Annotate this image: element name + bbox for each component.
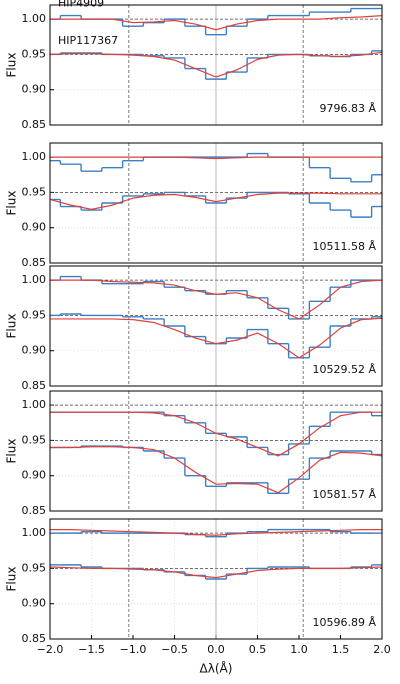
annotation: 10529.52 Å [312,363,376,376]
annotation: 10596.89 Å [312,616,376,629]
y-tick-label: 0.90 [22,83,47,96]
fit-line [49,192,382,210]
series-label: HIP117367 [58,34,118,47]
y-axis-label: Flux [5,314,19,339]
x-tick-label: −0.5 [161,643,188,656]
y-tick-label: 0.95 [22,561,47,574]
panel: 0.850.900.951.00HIP4909HIP117367Flux9796… [5,0,383,131]
plot-frame [49,390,383,512]
y-tick-label: 0.95 [22,433,47,446]
fit-line [50,317,383,359]
panel: 0.85 0.90 0.95 1.00 Flux 10581.57 Å [5,390,383,517]
fit-line [49,566,383,579]
y-tick-label: 0.95 [22,308,47,321]
annotation: 10581.57 Å [312,488,376,501]
y-axis-label: Flux [5,567,19,592]
plot-frame [49,4,383,126]
y-axis-label: Flux [5,439,19,464]
y-axis-label: Flux [5,191,19,216]
x-tick-label: 0.5 [249,643,267,656]
x-axis-label: Δλ(Å) [200,661,233,676]
plot-frame [49,142,383,264]
y-tick-label: 1.00 [22,273,47,286]
y-tick-label: 0.90 [22,597,47,610]
y-tick-label: 0.85 [22,379,47,392]
fit-line [50,14,383,31]
panel: 0.85 0.90 0.95 1.00 −2.0 −1.5 −1.0 −0.5 0.0 0.5 1.… [5,518,391,676]
y-tick-label: 0.90 [22,221,47,234]
panel: 0.85 0.90 0.95 1.00 Flux 10511.58 Å [5,142,383,269]
y-tick-label: 0.95 [22,47,47,60]
y-tick-label: 0.90 [22,344,47,357]
annotation: 10511.58 Å [312,240,376,253]
x-tick-label: 1.5 [332,643,350,656]
annotation: 9796.83 Å [319,102,376,115]
y-tick-label: 1.00 [22,526,47,539]
y-tick-label: 0.95 [22,185,47,198]
x-tick-label: −1.5 [78,643,105,656]
x-tick-label: 2.0 [373,643,391,656]
y-tick-label: 0.85 [22,118,47,131]
y-tick-label: 0.85 [22,504,47,517]
fit-line [50,528,382,536]
y-tick-label: 0.85 [22,632,47,645]
plot-frame [49,518,383,640]
y-tick-label: 0.90 [22,469,47,482]
fit-line [49,51,383,78]
y-axis-label: Flux [5,53,19,78]
x-tick-label: 1.0 [290,643,308,656]
plot-frame [49,265,383,387]
x-tick-label: −1.0 [120,643,147,656]
fit-line [50,411,382,457]
y-tick-label: 1.00 [22,12,47,25]
panel: 0.85 0.90 0.95 1.00 Flux 10529.52 Å [5,265,383,392]
x-tick-label: −2.0 [37,643,64,656]
x-tick-label: 0.0 [207,643,225,656]
y-tick-label: 1.00 [22,150,47,163]
fit-line [50,279,383,320]
fit-line [50,446,383,494]
y-tick-label: 0.85 [22,256,47,269]
fit-line [50,156,382,160]
y-tick-label: 1.00 [22,398,47,411]
